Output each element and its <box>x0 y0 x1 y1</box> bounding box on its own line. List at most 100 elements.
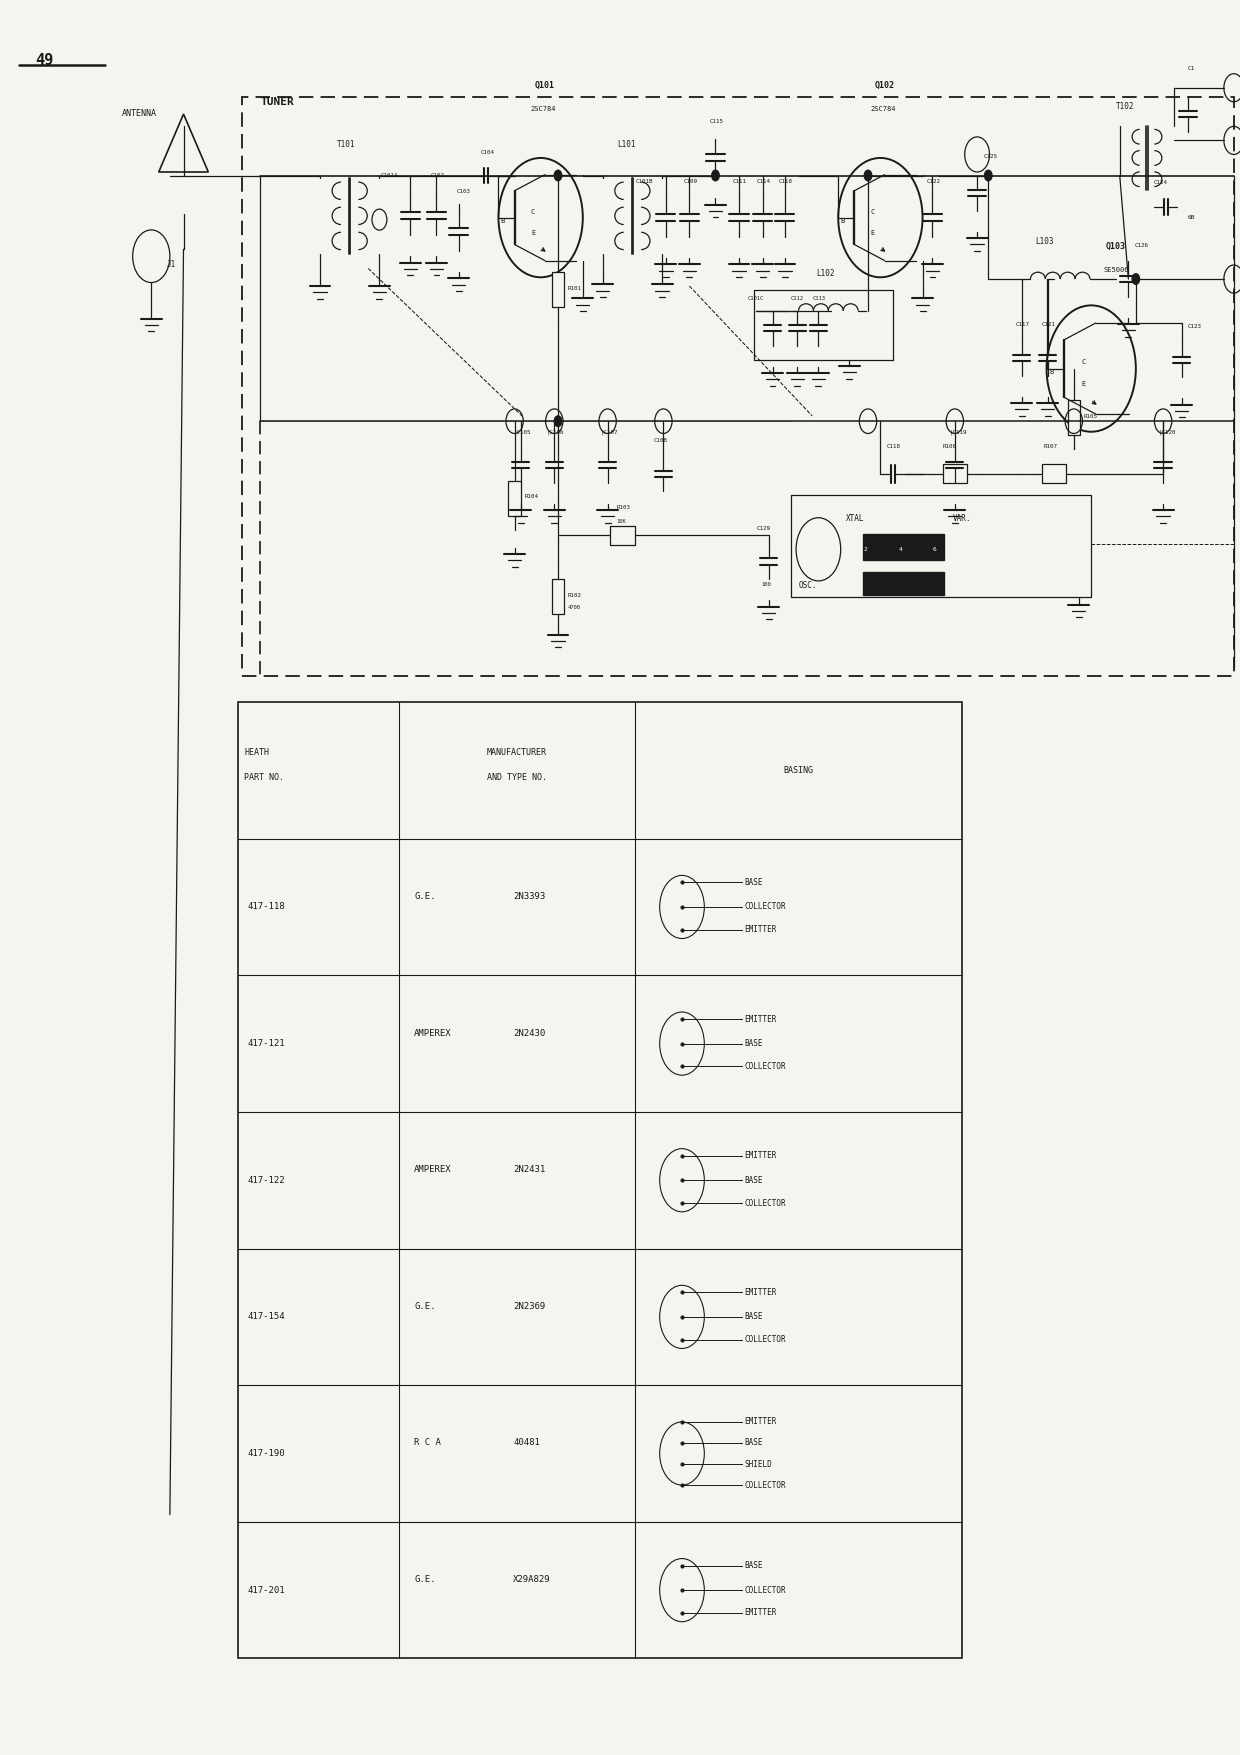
Text: 6B: 6B <box>1188 216 1195 221</box>
Bar <box>552 272 564 307</box>
Bar <box>552 579 564 614</box>
Text: XTAL: XTAL <box>846 514 864 523</box>
Text: C123: C123 <box>1188 325 1202 330</box>
Bar <box>942 465 967 483</box>
Text: AMPEREX: AMPEREX <box>414 1028 451 1037</box>
Text: C101B: C101B <box>636 179 653 184</box>
Text: T101: T101 <box>337 140 356 149</box>
Text: EMITTER: EMITTER <box>744 1014 776 1023</box>
Text: 417-190: 417-190 <box>248 1450 285 1458</box>
Text: VAR.: VAR. <box>952 514 971 523</box>
Text: C108: C108 <box>653 439 667 444</box>
Text: EMITTER: EMITTER <box>744 1151 776 1160</box>
Text: Q103: Q103 <box>1106 242 1126 251</box>
Text: MANUFACTURER: MANUFACTURER <box>487 748 547 756</box>
Text: HEATH: HEATH <box>244 748 269 756</box>
Circle shape <box>712 170 719 181</box>
Text: COLLECTOR: COLLECTOR <box>744 1199 786 1207</box>
Text: R102: R102 <box>568 593 582 598</box>
Text: L103: L103 <box>1035 237 1054 246</box>
Text: C122: C122 <box>926 179 940 184</box>
Text: |C105: |C105 <box>513 430 531 435</box>
Text: G.E.: G.E. <box>414 1576 435 1585</box>
Text: 6: 6 <box>932 548 937 553</box>
Text: C109: C109 <box>683 179 697 184</box>
Text: C129: C129 <box>756 526 770 532</box>
Text: SE5006: SE5006 <box>1104 267 1130 274</box>
Text: 4: 4 <box>898 548 903 553</box>
Circle shape <box>554 416 562 426</box>
Text: E: E <box>870 230 875 235</box>
Text: C126: C126 <box>1135 244 1148 249</box>
Text: 417-118: 417-118 <box>248 902 285 911</box>
Text: SHIELD: SHIELD <box>744 1460 771 1469</box>
Text: |C119: |C119 <box>950 430 967 435</box>
Text: C: C <box>531 209 536 214</box>
Text: 2SC784: 2SC784 <box>531 105 557 112</box>
Text: AMPEREX: AMPEREX <box>414 1165 451 1174</box>
Circle shape <box>1132 274 1140 284</box>
Text: R107: R107 <box>1044 444 1058 449</box>
Text: R C A: R C A <box>414 1439 441 1448</box>
Bar <box>610 526 635 544</box>
Text: B: B <box>841 218 844 223</box>
Text: |C106: |C106 <box>547 430 564 435</box>
Text: 2SC784: 2SC784 <box>870 105 897 112</box>
Text: ANTENNA: ANTENNA <box>122 109 156 118</box>
Text: C101C: C101C <box>748 297 764 302</box>
Text: 10K: 10K <box>616 519 626 525</box>
Text: EMITTER: EMITTER <box>744 925 776 934</box>
Text: T102: T102 <box>1116 102 1135 111</box>
Text: COLLECTOR: COLLECTOR <box>744 1336 786 1344</box>
Text: C101A: C101A <box>381 174 398 179</box>
Text: COLLECTOR: COLLECTOR <box>744 1481 786 1490</box>
Text: BASE: BASE <box>744 1039 763 1048</box>
Text: B: B <box>501 218 505 223</box>
Text: C118: C118 <box>779 179 792 184</box>
Text: R104: R104 <box>525 495 538 500</box>
Text: C113: C113 <box>812 297 825 302</box>
Text: |C120: |C120 <box>1158 430 1176 435</box>
Text: C103: C103 <box>456 190 470 195</box>
Text: 1: 1 <box>863 572 868 577</box>
Text: G.E.: G.E. <box>414 892 435 900</box>
Bar <box>1068 400 1080 435</box>
Text: L101: L101 <box>618 140 636 149</box>
Text: 417-201: 417-201 <box>248 1587 285 1595</box>
Text: C104: C104 <box>481 151 495 156</box>
Text: EMITTER: EMITTER <box>744 1609 776 1618</box>
Text: BASE: BASE <box>744 1176 763 1185</box>
Text: C124: C124 <box>1153 181 1167 186</box>
Text: 5: 5 <box>932 572 937 577</box>
Text: BASE: BASE <box>744 878 763 886</box>
Text: C: C <box>1081 360 1085 365</box>
Text: L102: L102 <box>816 269 835 277</box>
Text: 2N3393: 2N3393 <box>513 892 546 900</box>
Text: 2N2430: 2N2430 <box>513 1028 546 1037</box>
Text: 2: 2 <box>863 548 868 553</box>
Text: E: E <box>531 230 536 235</box>
Text: COLLECTOR: COLLECTOR <box>744 1587 786 1595</box>
Text: 417-122: 417-122 <box>248 1176 285 1185</box>
Text: G.E.: G.E. <box>414 1302 435 1311</box>
Text: EMITTER: EMITTER <box>744 1288 776 1297</box>
Text: PART NO.: PART NO. <box>244 772 284 781</box>
Text: BASE: BASE <box>744 1313 763 1322</box>
Bar <box>242 97 1234 676</box>
Text: C: C <box>870 209 875 214</box>
Text: C121: C121 <box>1042 323 1055 328</box>
Text: J1: J1 <box>166 260 175 269</box>
Text: COLLECTOR: COLLECTOR <box>744 902 786 911</box>
Text: C115: C115 <box>709 119 723 125</box>
Circle shape <box>985 170 992 181</box>
Text: 2N2431: 2N2431 <box>513 1165 546 1174</box>
Text: C112: C112 <box>791 297 804 302</box>
Text: 100: 100 <box>761 583 771 588</box>
Text: 49: 49 <box>35 53 53 68</box>
Text: 3: 3 <box>898 572 903 577</box>
Text: C111: C111 <box>733 179 746 184</box>
Text: E: E <box>1081 381 1085 388</box>
Text: 417-121: 417-121 <box>248 1039 285 1048</box>
Circle shape <box>864 170 872 181</box>
Text: C102: C102 <box>430 174 444 179</box>
